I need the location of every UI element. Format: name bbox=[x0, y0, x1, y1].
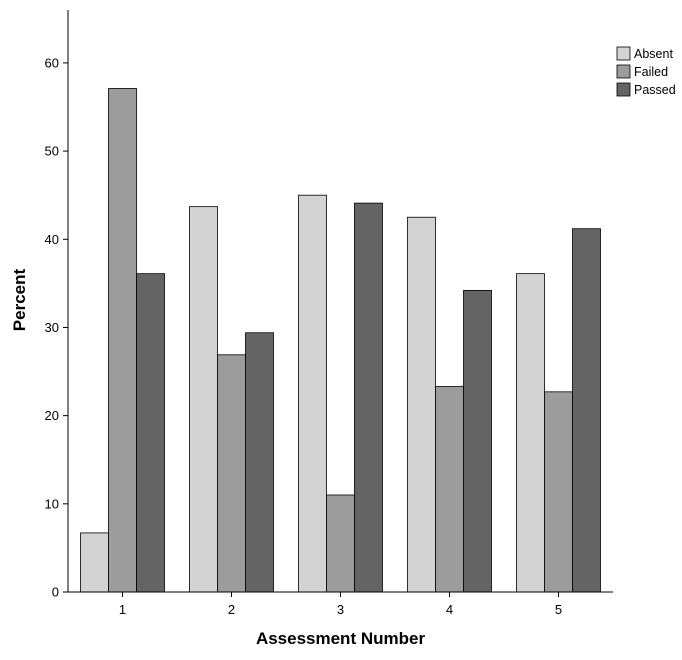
bar-failed-2 bbox=[217, 354, 246, 593]
bar-failed-1 bbox=[108, 88, 137, 593]
legend-swatch-passed bbox=[616, 82, 631, 97]
bar-absent-4 bbox=[407, 216, 436, 593]
x-tick-label: 1 bbox=[119, 602, 126, 617]
x-tick-label: 3 bbox=[337, 602, 344, 617]
bar-passed-5 bbox=[572, 228, 601, 593]
legend-label-absent: Absent bbox=[634, 47, 673, 61]
bar-failed-3 bbox=[326, 494, 355, 593]
x-tick-label: 4 bbox=[446, 602, 453, 617]
legend-swatch-absent bbox=[616, 46, 631, 61]
bar-absent-1 bbox=[80, 532, 109, 593]
bar-failed-4 bbox=[435, 386, 464, 593]
x-tick-label: 2 bbox=[228, 602, 235, 617]
bar-absent-2 bbox=[189, 206, 218, 593]
y-ticks: 0 10 20 30 40 50 60 bbox=[45, 55, 68, 600]
y-tick-label: 30 bbox=[45, 320, 59, 335]
y-tick-label: 10 bbox=[45, 496, 59, 511]
y-tick-label: 60 bbox=[45, 55, 59, 70]
legend-label-passed: Passed bbox=[634, 83, 676, 97]
legend-swatch-failed bbox=[616, 64, 631, 79]
x-axis-title: Assessment Number bbox=[256, 629, 426, 648]
y-tick-label: 50 bbox=[45, 144, 59, 159]
y-axis-title: Percent bbox=[10, 268, 29, 331]
bar-passed-3 bbox=[354, 202, 383, 593]
y-tick-label: 40 bbox=[45, 232, 59, 247]
bar-failed-5 bbox=[544, 391, 573, 593]
bar-passed-4 bbox=[463, 290, 492, 593]
legend-label-failed: Failed bbox=[634, 65, 668, 79]
x-tick-label: 5 bbox=[555, 602, 562, 617]
bar-absent-3 bbox=[298, 194, 327, 593]
x-ticks: 1 2 3 4 5 bbox=[119, 592, 562, 617]
bar-absent-5 bbox=[516, 273, 545, 593]
bar-passed-1 bbox=[136, 273, 165, 593]
bar-passed-2 bbox=[245, 332, 274, 593]
bars-layer bbox=[80, 88, 601, 593]
y-tick-label: 20 bbox=[45, 408, 59, 423]
legend: Absent Failed Passed bbox=[616, 46, 676, 97]
y-tick-label: 0 bbox=[52, 585, 59, 600]
